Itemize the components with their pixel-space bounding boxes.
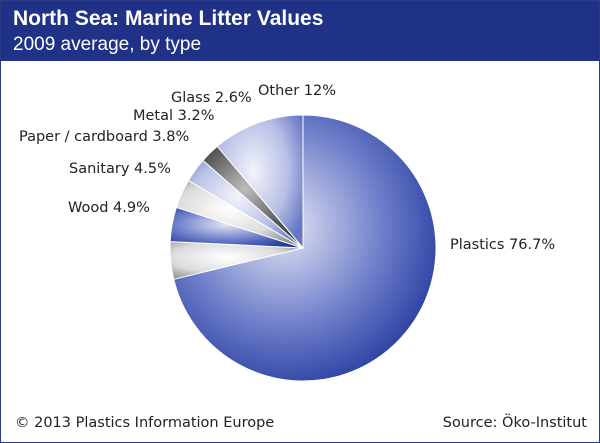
chart-header: North Sea: Marine Litter Values 2009 ave… bbox=[1, 1, 599, 61]
pie-slice-other bbox=[216, 114, 304, 250]
slice-label-plastics: Plastics 76.7% bbox=[450, 237, 555, 253]
slice-label-wood: Wood 4.9% bbox=[68, 200, 150, 216]
chart-subtitle: 2009 average, by type bbox=[13, 34, 202, 55]
slice-label-other: Other 12% bbox=[258, 83, 336, 99]
chart-title: North Sea: Marine Litter Values bbox=[13, 7, 324, 30]
pie-slice-plastics bbox=[173, 114, 437, 382]
copyright-text: © 2013 Plastics Information Europe bbox=[15, 415, 275, 431]
slice-label-sanitary: Sanitary 4.5% bbox=[69, 161, 171, 177]
slice-label-metal: Metal 3.2% bbox=[133, 108, 214, 124]
source-text: Source: Öko-Institut bbox=[442, 415, 587, 431]
slice-label-paper-cardboard: Paper / cardboard 3.8% bbox=[19, 129, 189, 145]
pie-chart: Plastics 76.7% Wood 4.9% Sanitary 4.5% Pape… bbox=[19, 83, 555, 382]
slice-label-glass: Glass 2.6% bbox=[171, 90, 252, 106]
